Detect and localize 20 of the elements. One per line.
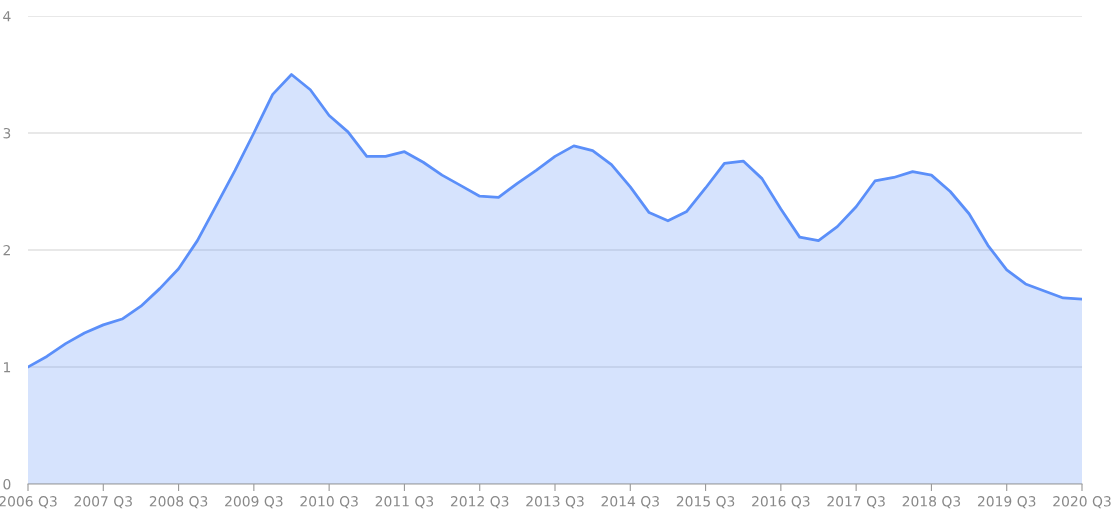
x-tick-label: 2015 Q3: [676, 496, 735, 509]
x-tick-label: 2011 Q3: [375, 496, 434, 509]
y-tick-label: 3: [3, 127, 11, 139]
x-tick-label: 2016 Q3: [752, 496, 810, 509]
y-tick-label: 2: [3, 244, 10, 256]
x-tick-label: 2006 Q3: [0, 496, 57, 509]
x-tick-label: 2017 Q3: [827, 496, 885, 509]
x-tick-label: 2010 Q3: [300, 496, 358, 509]
x-tick-label: 2020 Q3: [1053, 496, 1111, 509]
x-tick-label: 2008 Q3: [149, 496, 208, 509]
y-tick-label: 4: [3, 11, 11, 22]
x-tick-label: 2009 Q3: [225, 496, 283, 509]
x-tick-label: 2019 Q3: [977, 496, 1036, 509]
x-tick-label: 2012 Q3: [450, 496, 509, 509]
y-tick-label: 0: [3, 478, 11, 490]
x-tick-label: 2014 Q3: [601, 496, 659, 509]
y-tick-label: 1: [4, 362, 11, 373]
x-tick-label: 2007 Q3: [74, 496, 132, 509]
x-tick-label: 2013 Q3: [526, 496, 584, 509]
x-tick-label: 2018 Q3: [902, 496, 961, 509]
